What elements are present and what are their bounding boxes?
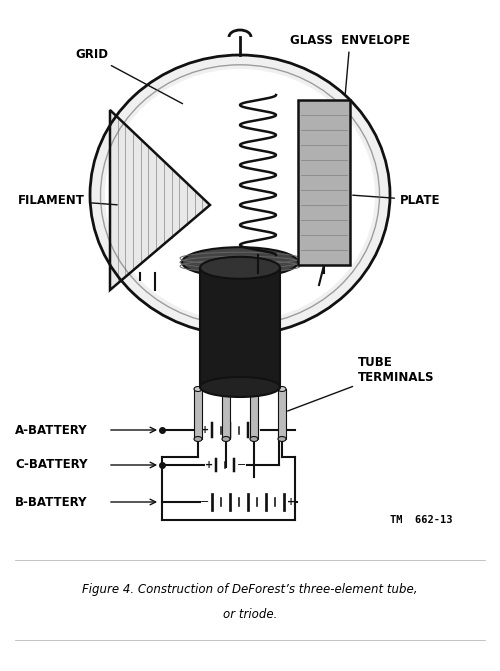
Text: Figure 4. Construction of DeForest’s three-element tube,: Figure 4. Construction of DeForest’s thr… [82,584,418,597]
Ellipse shape [194,437,202,442]
Bar [200,268,280,387]
Text: TUBE
TERMINALS: TUBE TERMINALS [288,356,434,411]
Text: −: − [200,497,209,507]
Ellipse shape [250,437,258,442]
Ellipse shape [105,69,375,321]
Ellipse shape [278,386,286,391]
Ellipse shape [90,55,390,335]
Text: FILAMENT: FILAMENT [18,193,117,207]
Bar [222,389,230,439]
Text: +: + [200,425,209,435]
Text: TM  662-13: TM 662-13 [390,515,452,525]
Bar [298,100,350,265]
Ellipse shape [222,386,230,391]
Text: or triode.: or triode. [223,609,277,621]
Bar [278,389,286,439]
Text: A-BATTERY: A-BATTERY [15,423,88,437]
Text: C-BATTERY: C-BATTERY [15,458,88,472]
Text: +: + [204,460,213,470]
Text: +: + [287,497,296,507]
Text: GLASS  ENVELOPE: GLASS ENVELOPE [290,34,410,94]
Ellipse shape [222,437,230,442]
Text: −: − [250,425,260,435]
Ellipse shape [182,247,298,277]
Text: −: − [236,460,246,470]
Bar [250,389,258,439]
Ellipse shape [278,437,286,442]
Text: PLATE: PLATE [353,193,440,207]
Polygon shape [110,110,210,290]
Ellipse shape [200,257,280,278]
Ellipse shape [194,386,202,391]
Text: B-BATTERY: B-BATTERY [15,495,88,509]
Ellipse shape [200,377,280,397]
Ellipse shape [250,386,258,391]
Text: GRID: GRID [75,48,182,104]
Bar [194,389,202,439]
